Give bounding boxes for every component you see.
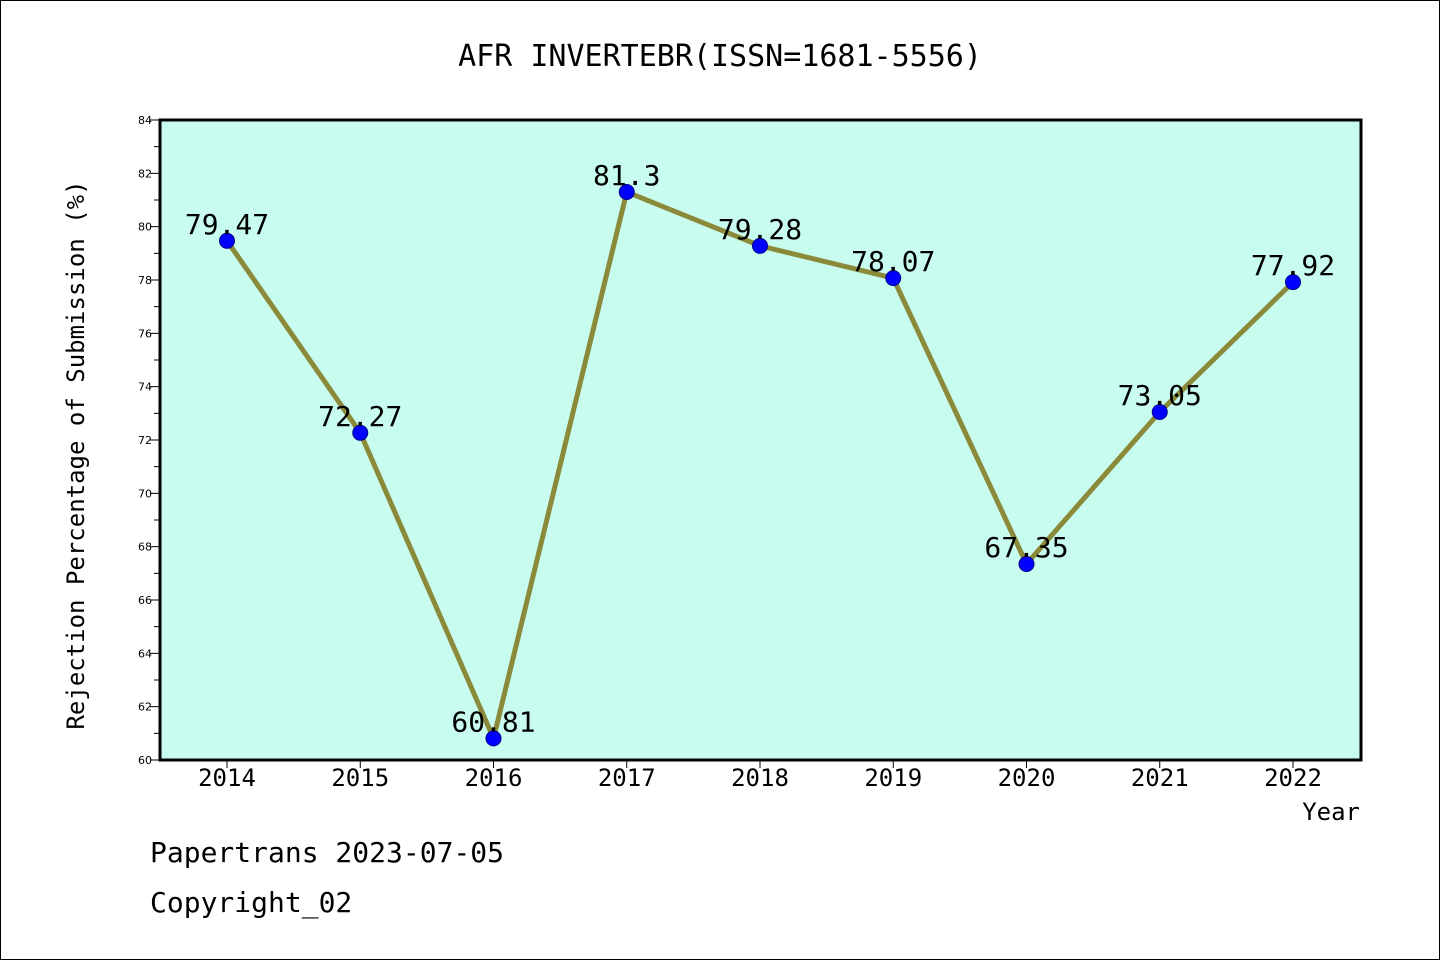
x-tick-label: 2022 (1264, 764, 1322, 792)
data-point (618, 184, 635, 200)
data-label: 77.92 (1251, 249, 1335, 282)
x-tick-label: 2017 (598, 764, 656, 792)
y-tick-label: 66 (138, 594, 152, 607)
series-layer: 79.47 72.27 60.81 81.3 79.28 78.07 67.35 73.05 7… (185, 159, 1335, 747)
data-label: 73.05 (1118, 379, 1202, 412)
x-tick-label: 2019 (864, 764, 922, 792)
data-point (352, 424, 369, 441)
y-tick-label: 70 (138, 487, 152, 500)
y-tick-label: 60 (138, 754, 152, 767)
data-label: 79.47 (185, 208, 269, 241)
y-tick-label: 72 (138, 434, 152, 447)
y-tick-label: 78 (138, 274, 152, 287)
data-point (219, 232, 235, 249)
watermark-text: Papertrans 2023-07-05 (150, 836, 505, 869)
data-label: 79.28 (718, 213, 802, 246)
y-tick-label: 64 (138, 647, 152, 660)
data-label: 72.27 (318, 400, 402, 433)
data-label: 67.35 (984, 531, 1068, 564)
data-point (485, 730, 502, 747)
x-tick-label: 2015 (331, 764, 389, 792)
y-tick-label: 82 (138, 167, 152, 180)
data-point (1018, 556, 1035, 572)
data-label: 81.3 (593, 159, 660, 192)
y-tick-label: 84 (138, 114, 152, 127)
x-tick-label: 2018 (731, 764, 789, 792)
y-axis: 60 62 64 66 68 70 72 74 76 78 80 82 84 (138, 114, 160, 767)
x-tick-label: 2021 (1131, 764, 1189, 792)
data-point (885, 270, 902, 287)
x-axis-label: Year (1302, 798, 1360, 826)
data-label: 60.81 (451, 705, 535, 738)
data-point (752, 237, 768, 254)
y-tick-label: 68 (138, 541, 152, 554)
copyright-text: Copyright_02 (150, 886, 353, 919)
data-point (1151, 404, 1168, 420)
data-label: 78.07 (851, 245, 935, 278)
y-tick-label: 74 (138, 381, 152, 394)
x-tick-label: 2014 (198, 764, 256, 792)
x-tick-label: 2016 (465, 764, 523, 792)
data-point (1285, 274, 1301, 291)
y-tick-label: 62 (138, 701, 152, 714)
x-tick-label: 2020 (998, 764, 1056, 792)
chart-title: AFR INVERTEBR(ISSN=1681-5556) (458, 39, 982, 74)
x-axis: 2014 2015 2016 2017 2018 2019 2020 2021 2022 (198, 760, 1322, 792)
y-axis-label: Rejection Percentage of Submission (%) (62, 180, 90, 729)
y-tick-label: 76 (138, 327, 152, 340)
y-tick-label: 80 (138, 221, 152, 234)
